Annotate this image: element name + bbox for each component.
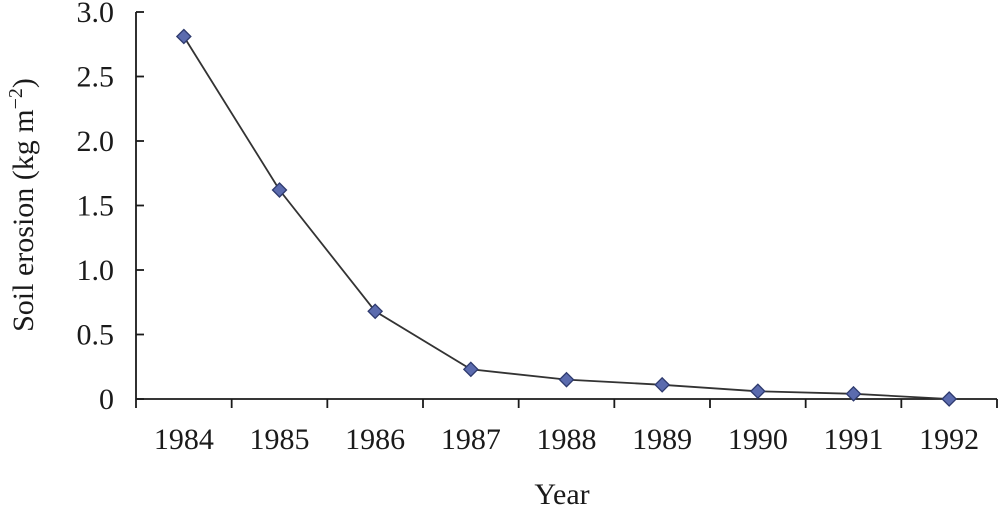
y-tick-label: 0 xyxy=(99,383,114,416)
x-tick-label: 1986 xyxy=(345,423,405,456)
axes xyxy=(135,12,997,400)
data-point-marker xyxy=(271,182,288,198)
y-axis-title-main: Soil erosion (kg m xyxy=(7,109,40,332)
x-tick-label: 1988 xyxy=(537,423,597,456)
data-point-marker xyxy=(175,28,192,45)
data-point-marker xyxy=(367,303,384,320)
y-tick-label: 0.5 xyxy=(77,319,115,352)
data-point-marker xyxy=(941,391,958,407)
x-tick-label: 1989 xyxy=(632,423,692,456)
y-axis-title: Soil erosion (kg m−2) xyxy=(5,78,40,332)
y-tick-label: 3.0 xyxy=(77,0,115,29)
y-tick-label: 1.0 xyxy=(77,254,115,287)
data-point-marker xyxy=(558,371,575,388)
data-point-marker xyxy=(654,376,671,393)
y-axis-title-close: ) xyxy=(7,78,40,88)
x-tick-label: 1992 xyxy=(919,423,979,456)
x-tick-label: 1987 xyxy=(441,423,501,456)
x-axis-title: Year xyxy=(534,478,589,509)
series-line xyxy=(183,36,950,400)
data-point-marker xyxy=(845,385,862,402)
y-tick-label: 1.5 xyxy=(77,190,115,223)
data-point-marker xyxy=(462,361,479,378)
y-axis-title-superscript: −2 xyxy=(5,88,27,109)
y-axis-ticks: 0 0.5 1.0 1.5 2.0 2.5 3.0 xyxy=(77,0,144,416)
series-layer xyxy=(175,28,958,407)
x-tick-label: 1991 xyxy=(824,423,884,456)
x-tick-label: 1985 xyxy=(250,423,310,456)
y-tick-label: 2.0 xyxy=(77,125,115,158)
x-axis-ticks: 1984 1985 1986 1987 1988 1989 1990 1991 1992 xyxy=(135,399,998,456)
x-tick-label: 1984 xyxy=(154,423,214,456)
x-tick-label: 1990 xyxy=(728,423,788,456)
y-tick-label: 2.5 xyxy=(77,61,115,94)
data-point-marker xyxy=(749,383,766,400)
